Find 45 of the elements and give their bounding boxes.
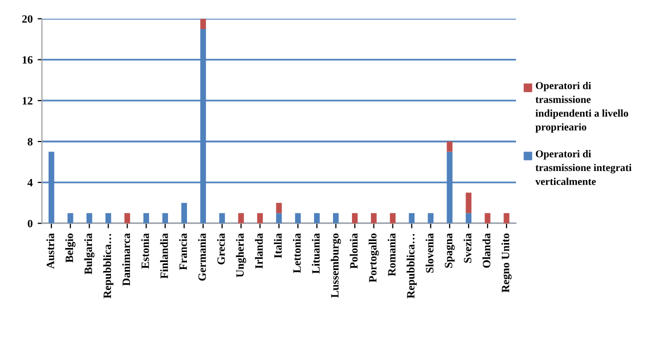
x-tick-label: Austria (46, 233, 54, 269)
y-tick-label: 8 (28, 138, 33, 146)
x-tick-label: Regno Unito (501, 234, 512, 292)
x-tick-label: Repubblica… (406, 234, 417, 298)
bar (238, 213, 244, 224)
x-tick-label: Spagna (444, 233, 455, 268)
legend-label: Operatori di trasmissione integrati verticalmente (535, 150, 632, 186)
x-tick-label: Danimarca (122, 233, 130, 286)
y-tick-label: 16 (22, 56, 33, 64)
x-tick-label: Romania (388, 233, 396, 276)
x-tick-label: Polonia (350, 233, 358, 269)
x-tick-label: Lussemburgo (330, 234, 341, 298)
x-tick-label: Slovenia (426, 233, 434, 273)
x-tick-label: Olanda (482, 233, 490, 268)
bar (504, 213, 510, 224)
x-tick-label: Irlanda (254, 233, 263, 269)
bar (446, 142, 452, 152)
x-tick-label: Finlandia (160, 233, 168, 279)
legend-label: Operatori di trasmissione indipendenti a livello proprieario (535, 82, 628, 133)
x-tick-label: Portogallo (368, 234, 379, 282)
bar (390, 213, 396, 224)
x-tick-label: Lettonia (292, 233, 301, 274)
x-tick-label: Estonia (141, 233, 150, 269)
y-tick-label: 20 (22, 15, 32, 23)
x-tick-label: Ungheria (236, 233, 246, 278)
y-tick-label: 0 (28, 220, 32, 228)
bar (200, 18, 206, 29)
x-tick-label: Italia (274, 233, 282, 258)
bar (124, 213, 130, 224)
bar (257, 213, 263, 224)
x-tick-label: Lituania (312, 233, 320, 274)
x-tick-label: Germania (198, 233, 206, 281)
x-tick-label: Belgio (65, 234, 76, 263)
x-tick-label: Grecia (217, 233, 225, 264)
bar (466, 192, 472, 214)
x-tick-label: Repubblica… (103, 234, 114, 298)
x-tick-label: Svezia (464, 233, 472, 263)
bar (276, 202, 282, 214)
bar (352, 213, 358, 224)
y-tick-label: 12 (22, 97, 32, 104)
bar (484, 213, 490, 224)
x-tick-label: Bulgaria (84, 233, 94, 274)
bar (370, 213, 377, 224)
x-tick-label: Francia (179, 233, 187, 270)
y-tick-label: 4 (27, 178, 33, 186)
